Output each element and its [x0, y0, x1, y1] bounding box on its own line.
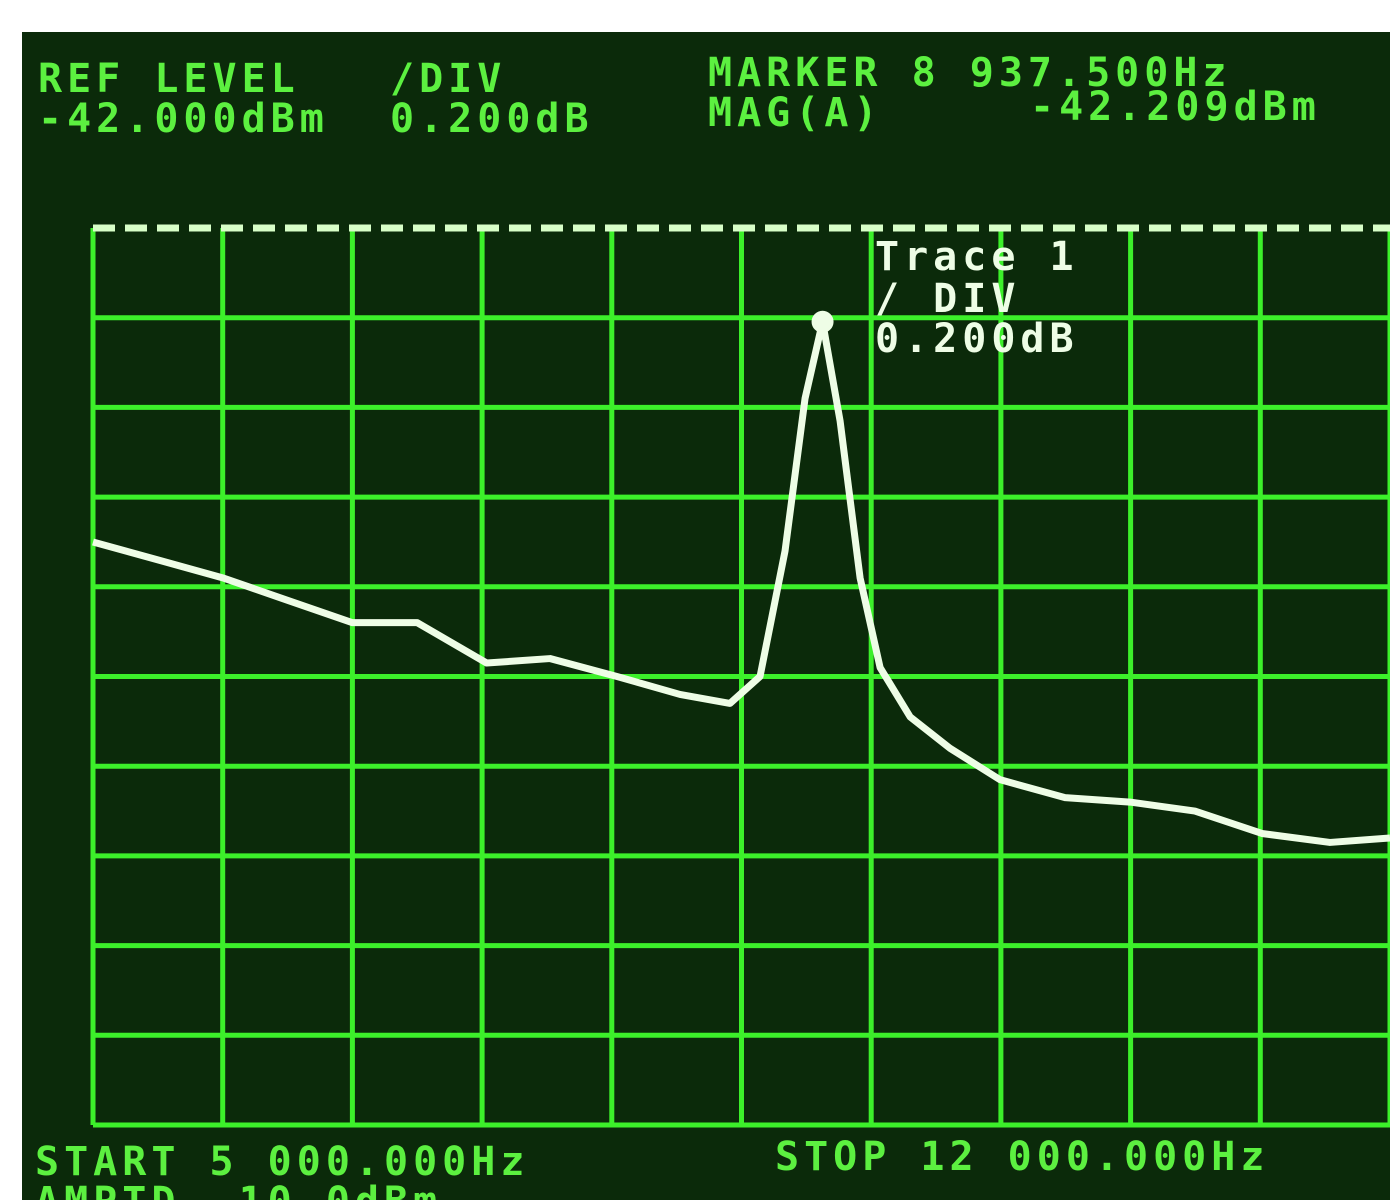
marker [811, 310, 834, 333]
screen-background [22, 32, 1390, 1200]
screen-annotation: STOP 12 000.000Hz [775, 1134, 1269, 1180]
trace-label: Trace 1 [875, 234, 1079, 280]
screen-annotation: MARKER 8 937.500Hz [708, 50, 1231, 96]
screen-annotation: -42.209dBm [1030, 84, 1321, 130]
screen-annotation: 0.200dB [390, 96, 594, 142]
screen-annotation: /DIV [390, 56, 506, 102]
screen-annotation: -42.000dBm [38, 96, 329, 142]
screen-annotation: AMPTD -10.0dBm [35, 1179, 442, 1200]
screen-annotation: START 5 000.000Hz [35, 1139, 529, 1185]
screen-annotation: 0.200dB [875, 316, 1079, 362]
screen-annotation: MAG(A) [708, 90, 883, 136]
trace [92, 318, 1390, 846]
screen-annotation: REF LEVEL [38, 56, 300, 102]
screen-annotation: / DIV [875, 276, 1020, 322]
